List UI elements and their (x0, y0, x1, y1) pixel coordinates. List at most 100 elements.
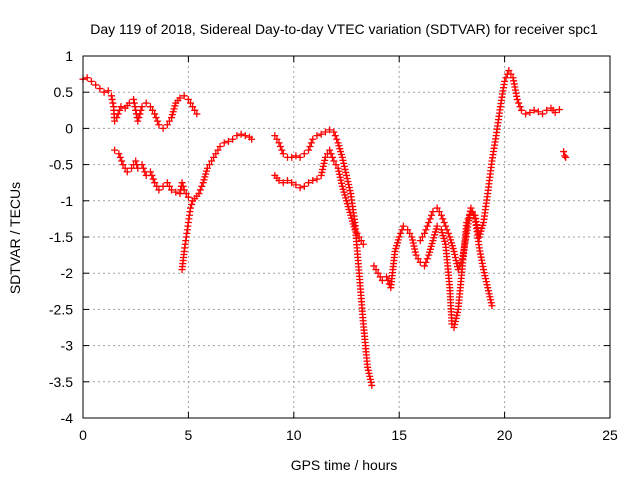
data-point (560, 148, 568, 156)
data-point (467, 204, 475, 212)
data-point (346, 187, 354, 195)
data-point (353, 229, 361, 237)
data-point (411, 248, 419, 256)
data-point (163, 121, 171, 129)
data-point (176, 94, 184, 102)
data-point (193, 110, 201, 118)
data-point (296, 184, 304, 192)
data-point (344, 177, 352, 185)
data-point (411, 245, 419, 253)
data-point (457, 258, 465, 266)
data-point (408, 233, 416, 241)
data-point (229, 135, 237, 143)
data-point (367, 378, 375, 386)
data-point (488, 302, 496, 310)
data-point (159, 182, 167, 190)
data-point (366, 375, 374, 383)
data-point (127, 164, 135, 172)
data-point (451, 317, 459, 325)
data-point (355, 233, 363, 241)
data-point (422, 226, 430, 234)
data-point (96, 85, 104, 93)
x-tick-label: 25 (602, 427, 618, 443)
y-tick-label: -4 (61, 410, 74, 426)
data-point (114, 110, 122, 118)
data-point (395, 233, 403, 241)
y-tick-label: -3.5 (49, 374, 73, 390)
data-point (237, 130, 245, 138)
data-point (288, 179, 296, 187)
data-point (435, 208, 443, 216)
y-tick-label: -1.5 (49, 229, 73, 245)
data-point (439, 215, 447, 223)
data-point (410, 242, 418, 250)
data-point (151, 110, 159, 118)
data-point (339, 156, 347, 164)
data-point (383, 273, 391, 281)
data-point (397, 229, 405, 237)
data-point (233, 132, 241, 140)
data-point (187, 99, 195, 107)
data-point (139, 164, 147, 172)
data-point (306, 143, 314, 150)
data-point (153, 117, 161, 125)
data-point (516, 103, 524, 111)
data-point (412, 251, 420, 259)
data-point (278, 146, 286, 154)
data-point (336, 173, 344, 181)
data-point (481, 272, 489, 280)
data-point (330, 157, 338, 165)
data-point (437, 211, 445, 219)
data-point (331, 132, 339, 140)
data-point (321, 153, 329, 161)
data-point (273, 135, 281, 143)
data-point (429, 208, 437, 216)
data-point (321, 128, 329, 136)
data-point (208, 157, 216, 165)
data-point (357, 237, 365, 245)
y-tick-label: -2 (61, 265, 74, 281)
y-axis-label: SDTVAR / TECUs (7, 182, 23, 294)
data-point (484, 287, 492, 295)
data-point (134, 117, 142, 125)
data-point (517, 106, 525, 114)
data-point (123, 168, 131, 176)
data-point (343, 171, 350, 179)
data-point (502, 74, 510, 82)
data-point (366, 372, 374, 380)
data-point (178, 179, 186, 187)
data-point (176, 190, 184, 198)
data-point (326, 126, 334, 134)
data-point (165, 117, 173, 125)
data-point (119, 161, 127, 169)
data-point (113, 114, 121, 122)
data-point (422, 258, 430, 266)
data-point (335, 170, 343, 178)
data-point (137, 106, 145, 114)
data-point (142, 99, 150, 107)
data-point (159, 124, 167, 132)
axes: 0 5 10 15 20 25 1 0.5 0 -0.5 -1 -1.5 -2 -2.5 -3 -3.5 -4 (49, 48, 618, 443)
data-point (212, 150, 220, 158)
data-point (443, 226, 451, 234)
data-point (318, 168, 326, 176)
data-point (334, 164, 342, 172)
data-point (340, 159, 348, 167)
data-point (321, 156, 329, 164)
data-point (138, 103, 146, 111)
data-point (335, 167, 343, 175)
data-point (152, 114, 160, 122)
series-track-3 (178, 130, 256, 274)
data-point (117, 103, 125, 111)
data-point (409, 239, 417, 247)
data-point (442, 222, 450, 230)
data-point (365, 369, 373, 377)
x-tick-label: 10 (286, 427, 302, 443)
data-point (345, 181, 353, 189)
data-point (342, 168, 350, 176)
data-point (136, 110, 144, 118)
data-point (132, 157, 140, 165)
data-point (487, 296, 495, 304)
data-point (307, 139, 315, 147)
data-point (179, 182, 187, 190)
